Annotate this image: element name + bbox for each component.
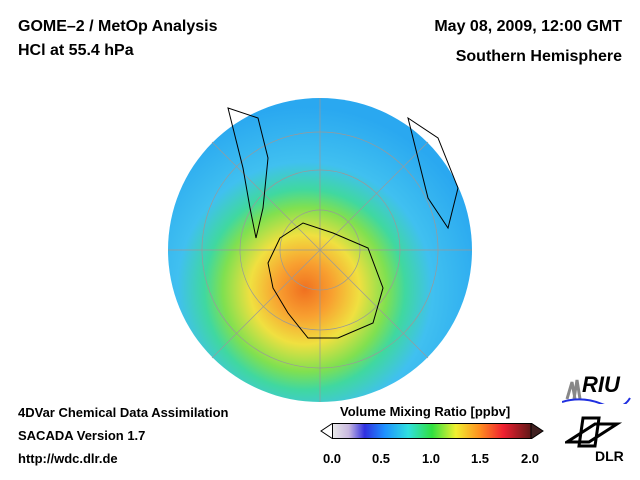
- tick-label: 0.0: [322, 451, 342, 466]
- tick-label: 1.5: [470, 451, 490, 466]
- tick-label: 2.0: [520, 451, 540, 466]
- globe-map: [168, 98, 472, 402]
- title: GOME–2 / MetOp Analysis: [18, 18, 218, 35]
- colorbar-title: Volume Mixing Ratio [ppbv]: [340, 404, 511, 419]
- antarctica-outline: [267, 222, 384, 339]
- subtitle: HCl at 55.4 hPa: [18, 42, 134, 59]
- tick-label: 0.5: [371, 451, 391, 466]
- date: May 08, 2009, 12:00 GMT: [434, 18, 622, 35]
- hemisphere: Southern Hemisphere: [455, 48, 622, 65]
- colorbar: [332, 423, 532, 439]
- colorbar-max-arrow: [530, 423, 544, 439]
- africa-outline: [407, 116, 459, 230]
- footer-line2: SACADA Version 1.7: [18, 428, 146, 443]
- graticule: [168, 98, 472, 402]
- tick-label: 1.0: [421, 451, 441, 466]
- footer-line1: 4DVar Chemical Data Assimilation: [18, 405, 229, 420]
- dlr-logo: DLR: [561, 416, 625, 466]
- south-america-outline: [227, 107, 269, 239]
- footer-url[interactable]: http://wdc.dlr.de: [18, 451, 118, 466]
